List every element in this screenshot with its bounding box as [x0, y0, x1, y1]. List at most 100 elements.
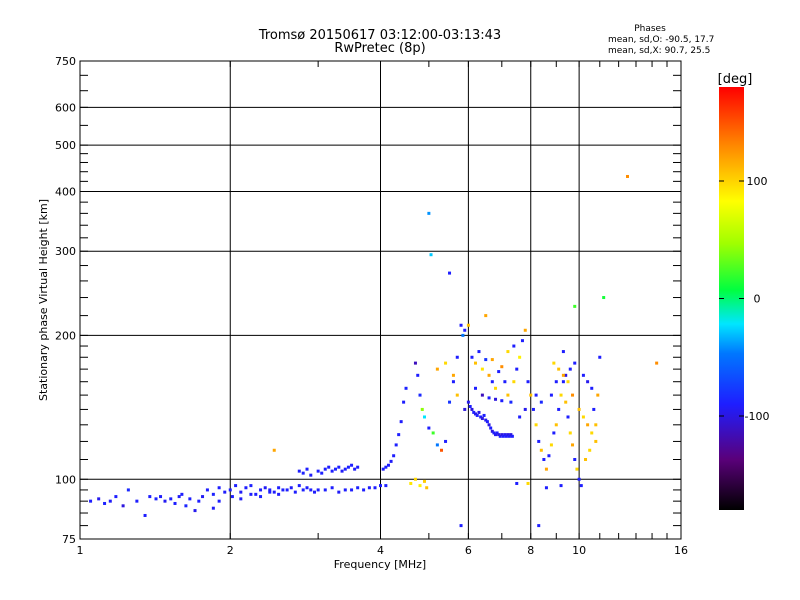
data-point [466, 323, 470, 327]
data-point [586, 380, 590, 384]
data-point [529, 393, 533, 397]
data-points [89, 174, 659, 528]
data-point [97, 497, 101, 501]
data-point [259, 488, 263, 492]
data-point [581, 373, 585, 377]
x-tick-label: 8 [527, 544, 534, 557]
colorbar-tick-label: 0 [754, 293, 761, 306]
data-point [480, 393, 484, 397]
chart-title: Tromsø 20150617 03:12:00-03:13:43 [258, 28, 501, 43]
data-point [539, 448, 543, 452]
data-point [244, 486, 248, 490]
data-point [552, 431, 556, 435]
x-tick-label: 10 [572, 544, 586, 557]
data-point [402, 400, 406, 404]
data-point [223, 490, 227, 494]
data-point [249, 484, 253, 488]
data-point [416, 373, 420, 377]
data-point [581, 415, 585, 419]
y-tick-label: 600 [55, 101, 76, 114]
data-point [598, 355, 602, 359]
data-point [487, 423, 491, 427]
data-point [477, 410, 481, 414]
data-point [463, 407, 467, 411]
data-point [485, 420, 489, 424]
data-point [571, 393, 575, 397]
y-tick-label: 100 [55, 473, 76, 486]
data-point [549, 393, 553, 397]
data-point [590, 386, 594, 390]
data-point [350, 463, 354, 467]
data-point [477, 350, 481, 354]
data-point [518, 415, 522, 419]
data-point [559, 484, 563, 488]
data-point [497, 433, 501, 437]
data-point [327, 465, 331, 469]
data-point [512, 344, 516, 348]
data-point [205, 488, 209, 492]
data-point [384, 484, 388, 488]
data-point [523, 328, 527, 332]
data-point [594, 423, 598, 427]
data-point [305, 467, 309, 471]
data-point [323, 488, 327, 492]
data-point [429, 253, 433, 257]
data-point [526, 380, 530, 384]
data-point [484, 418, 488, 422]
data-point [510, 434, 514, 438]
data-point [431, 431, 435, 435]
data-point [330, 486, 334, 490]
data-point [537, 439, 541, 443]
data-point [126, 488, 130, 492]
data-point [239, 497, 243, 501]
data-point [323, 467, 327, 471]
data-point [305, 486, 309, 490]
data-point [566, 380, 570, 384]
data-point [475, 413, 479, 417]
data-point [494, 397, 498, 401]
y-tick-label: 200 [55, 329, 76, 342]
data-point [490, 429, 494, 433]
y-tick-label: 300 [55, 245, 76, 258]
data-point [330, 469, 334, 473]
data-point [379, 484, 382, 488]
grid [80, 61, 681, 539]
data-point [169, 497, 173, 501]
data-point [526, 481, 530, 485]
data-point [466, 400, 470, 404]
data-point [159, 495, 163, 499]
data-point [577, 407, 581, 411]
data-point [625, 174, 629, 178]
data-point [500, 365, 504, 369]
data-point [461, 333, 465, 337]
data-point [557, 367, 561, 371]
data-point [418, 484, 422, 488]
data-point [559, 393, 563, 397]
data-point [584, 457, 588, 461]
data-point [544, 467, 548, 471]
data-point [495, 431, 499, 435]
data-point [497, 370, 501, 374]
data-point [490, 380, 494, 384]
data-point [297, 469, 301, 473]
data-point [163, 499, 167, 503]
data-point [444, 439, 448, 443]
data-point [512, 380, 516, 384]
data-point [301, 471, 305, 475]
data-point [201, 495, 205, 499]
data-point [320, 471, 324, 475]
data-point [506, 433, 510, 437]
data-point [392, 454, 396, 458]
data-point [148, 495, 152, 499]
data-point [173, 501, 177, 505]
data-point [480, 367, 484, 371]
data-point [435, 367, 439, 371]
data-point [448, 400, 452, 404]
data-point [509, 400, 513, 404]
data-point [333, 467, 337, 471]
data-point [470, 407, 474, 411]
data-point [316, 488, 320, 492]
data-point [293, 490, 297, 494]
data-point [571, 443, 575, 447]
